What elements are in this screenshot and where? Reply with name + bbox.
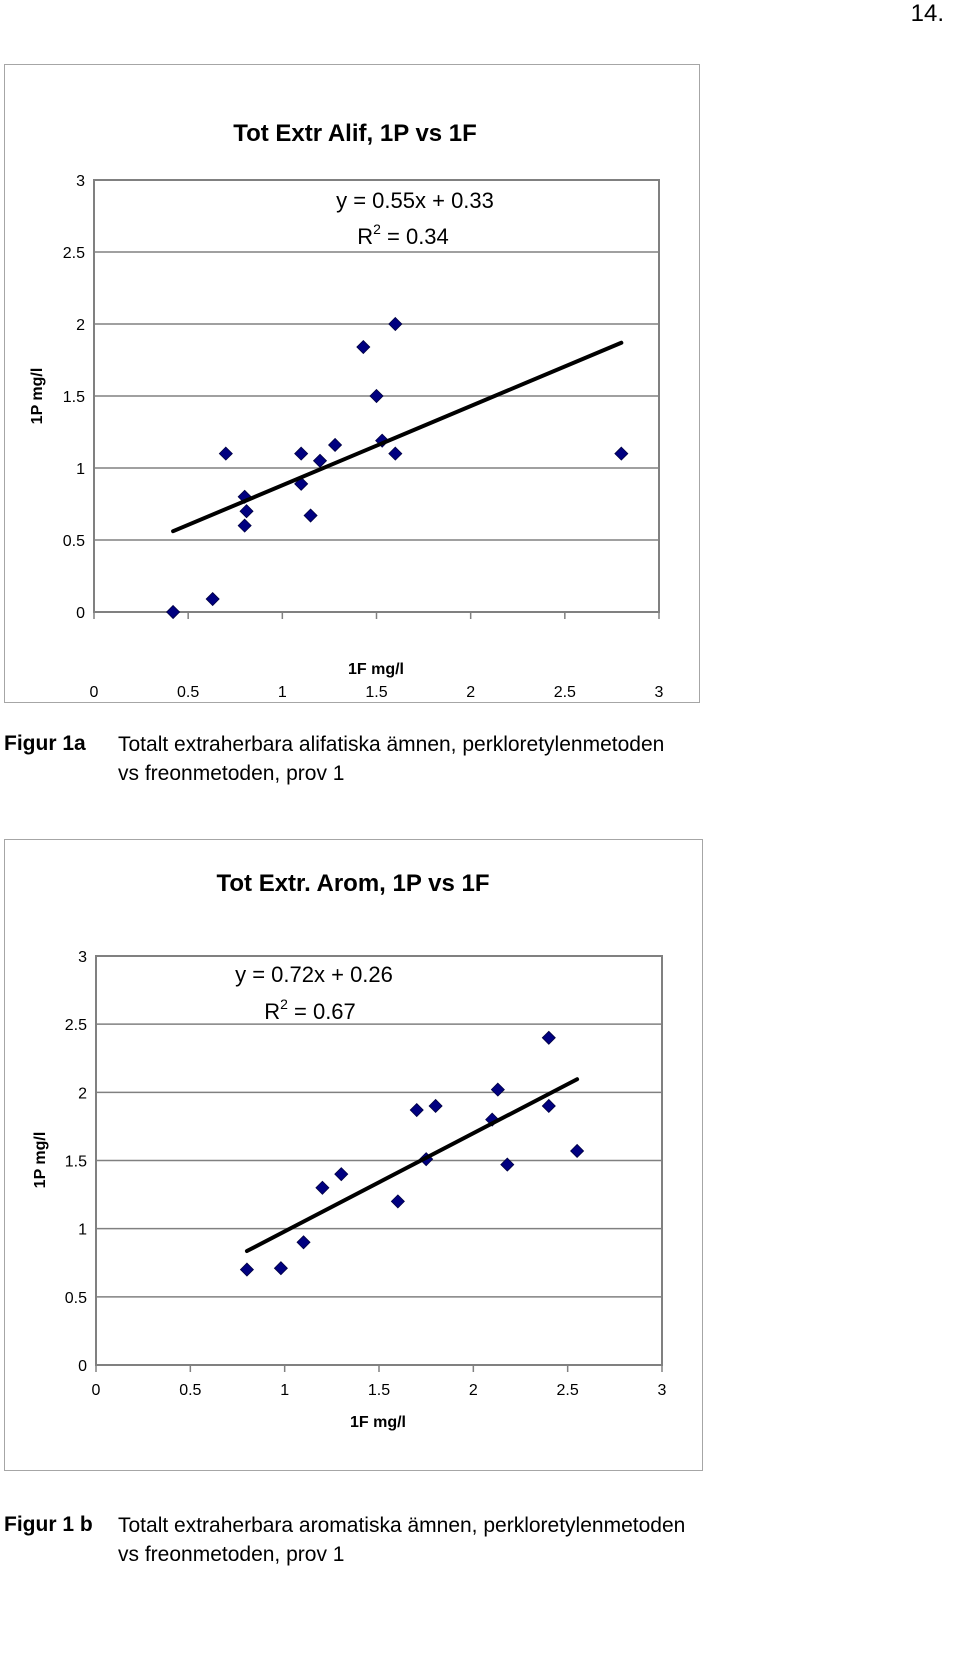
chart-1-x-tick-label: 0 [90,684,99,701]
chart-1-y-axis-label: 1P mg/l [29,368,46,425]
caption-2-label: Figur 1 b [4,1513,93,1536]
caption-2-line-1: Totalt extraherbara aromatiska ämnen, pe… [118,1514,686,1537]
chart-1-data-point [303,508,318,523]
chart-1-y-tick-label: 0.5 [63,533,85,550]
chart-1-x-tick-label: 3 [655,684,664,701]
chart-2-trendline [244,1077,580,1254]
chart-2-y-tick-label: 1 [78,1222,87,1239]
chart-1-data-point [369,388,384,404]
chart-2-x-tick-label: 1 [280,1382,289,1399]
chart-2-y-tick-label: 0.5 [65,1290,87,1307]
caption-2-text: Totalt extraherbara aromatiska ämnen, pe… [118,1511,685,1569]
chart-2-x-tick-label: 2 [469,1382,478,1399]
chart-2-data-point [541,1098,556,1114]
chart-1-data-point [239,504,254,519]
chart-2-y-axis-label: 1P mg/l [32,1132,49,1189]
chart-2-x-tick-label: 3 [658,1382,667,1399]
chart-2-data-point [315,1180,330,1195]
chart-1-data-point [388,446,403,461]
chart-1-data-point [328,437,343,453]
chart-2-data-point [390,1194,405,1209]
chart-1-data-point [205,591,220,607]
caption-1-line-1: Totalt extraherbara alifatiska ämnen, pe… [118,733,665,756]
chart-2-r-squared: R2 = 0.67 [264,996,356,1024]
caption-2-line-2: vs freonmetoden, prov 1 [118,1543,345,1566]
chart-2-y-tick-label: 2 [78,1085,87,1102]
chart-1-y-tick-label: 1.5 [63,389,85,406]
chart-1-svg: Tot Extr Alif, 1P vs 1F y = 0.55x + 0.33… [29,120,664,701]
chart-2-data-point [428,1098,443,1114]
chart-2-x-tick-label: 2.5 [557,1382,579,1399]
caption-1-line-2: vs freonmetoden, prov 1 [118,762,345,785]
chart-2-x-tick-label: 0 [92,1382,101,1399]
chart-1-frame: Tot Extr Alif, 1P vs 1F y = 0.55x + 0.33… [4,64,700,703]
chart-1-y-tick-label: 0 [76,605,85,622]
caption-1-text: Totalt extraherbara alifatiska ämnen, pe… [118,730,664,788]
chart-1-equation: y = 0.55x + 0.33 [336,188,494,213]
caption-1-label: Figur 1a [4,732,86,755]
chart-1-data-point [294,446,309,461]
chart-2-data-point [334,1167,349,1182]
chart-2-data-point [296,1235,311,1250]
chart-2-plot-area [95,955,663,1366]
chart-1-data-point [356,339,371,355]
chart-2-y-tick-label: 0 [78,1358,87,1375]
chart-1-y-tick-label: 1 [76,461,85,478]
chart-1-title: Tot Extr Alif, 1P vs 1F [233,120,477,147]
chart-1-data-point [614,446,629,461]
chart-1-y-tick-label: 2 [76,317,85,334]
chart-2-x-tick-label: 1.5 [368,1382,390,1399]
chart-2-y-tick-label: 1.5 [65,1154,87,1171]
chart-2-data-point [500,1157,515,1172]
chart-1-plot-area [93,179,660,613]
chart-1-x-tick-label: 1.5 [365,684,387,701]
chart-2-data-point [409,1102,424,1118]
chart-2-x-tick-label: 0.5 [179,1382,201,1399]
chart-1-y-tick-label: 3 [76,173,85,190]
chart-1-x-tick-label: 2 [466,684,475,701]
chart-1-r-squared: R2 = 0.34 [357,221,449,249]
chart-1-trendline [171,340,624,534]
chart-2-data-point [541,1030,556,1045]
chart-2-data-point [239,1262,254,1277]
chart-1-data-point [218,446,233,461]
chart-2-data-point [490,1082,505,1097]
chart-1-data-point [312,453,328,468]
chart-1-y-tick-label: 2.5 [63,245,85,262]
page-number: 14. [910,0,944,27]
chart-1-data-point [388,316,403,332]
chart-2-title: Tot Extr. Arom, 1P vs 1F [217,870,490,897]
chart-1-x-axis-label: 1F mg/l [348,661,404,678]
chart-2-x-axis-label: 1F mg/l [350,1414,406,1431]
chart-1-data-point [237,518,252,533]
chart-2-data-point [273,1261,288,1276]
chart-2-frame: Tot Extr. Arom, 1P vs 1F y = 0.72x + 0.2… [4,839,703,1471]
chart-2-equation: y = 0.72x + 0.26 [235,962,393,987]
chart-1-x-tick-label: 1 [278,684,287,701]
chart-2-data-point [570,1143,585,1159]
chart-2-svg: Tot Extr. Arom, 1P vs 1F y = 0.72x + 0.2… [32,870,667,1431]
chart-1-data-point [166,604,181,620]
chart-1-x-tick-label: 2.5 [554,684,576,701]
chart-2-y-tick-label: 2.5 [65,1017,87,1034]
chart-1-x-tick-label: 0.5 [177,684,199,701]
chart-2-y-tick-label: 3 [78,949,87,966]
